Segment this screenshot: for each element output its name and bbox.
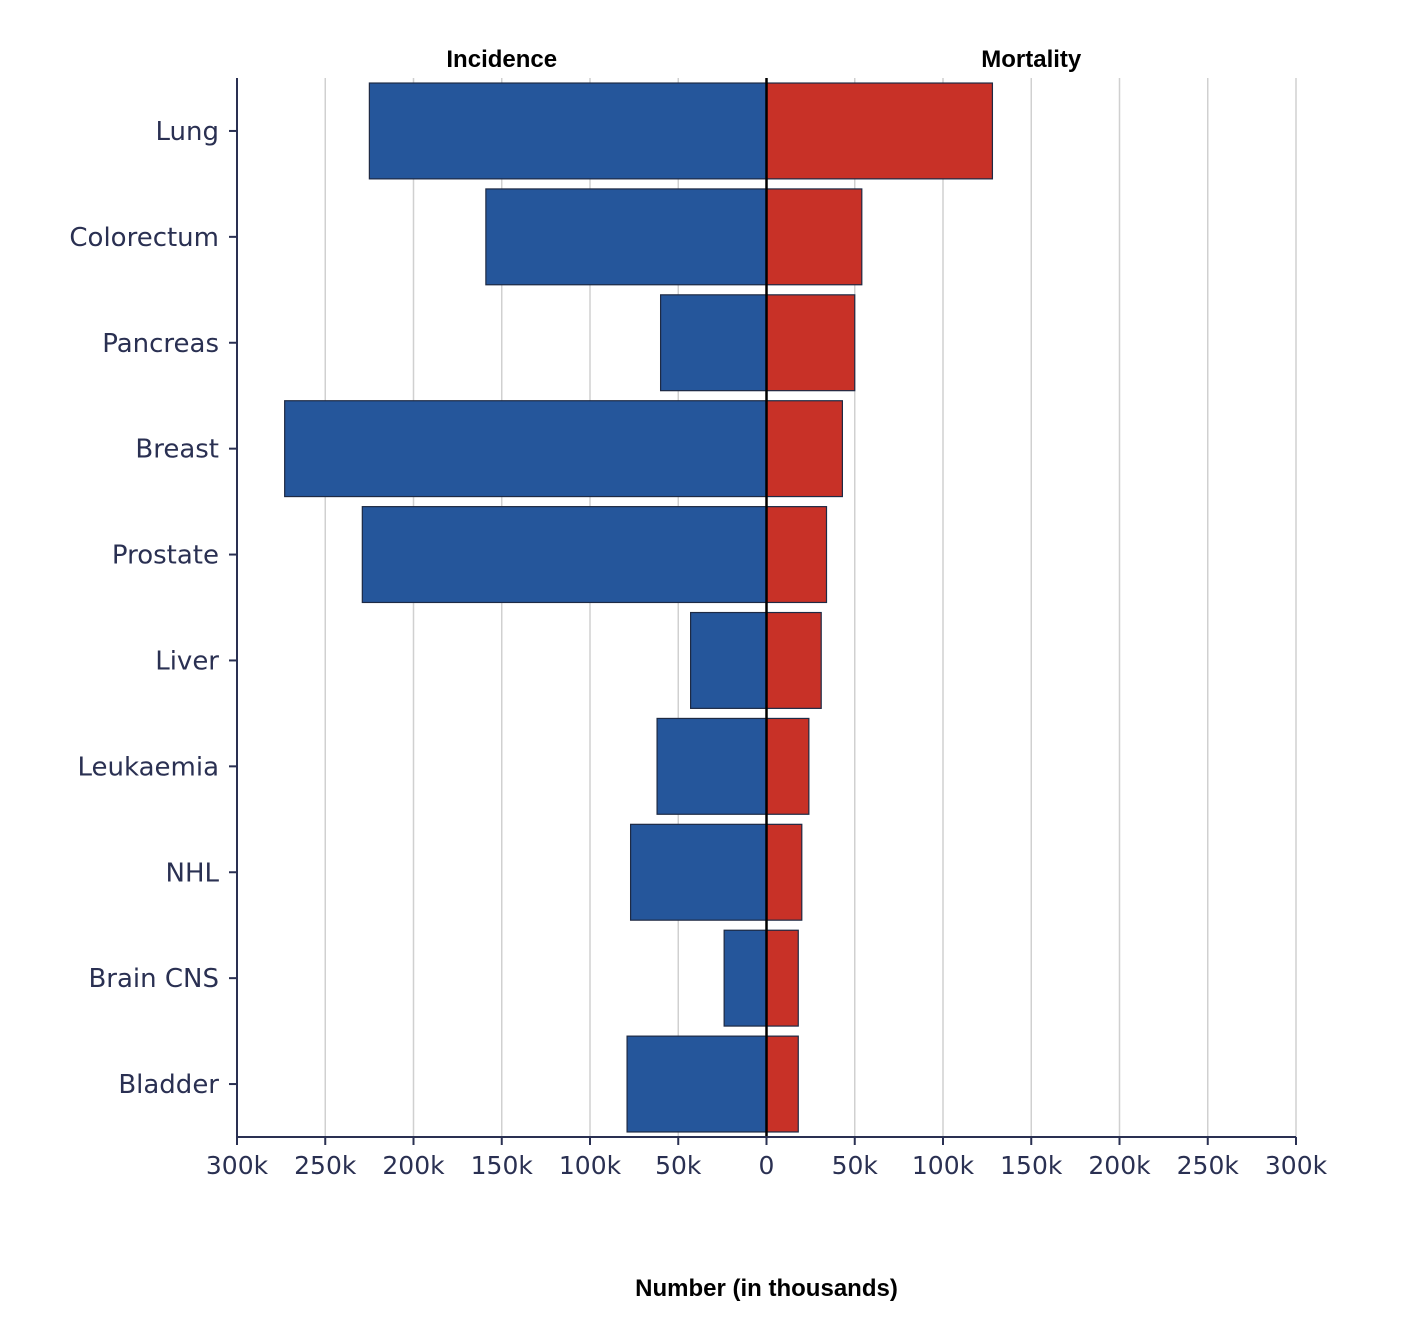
bar-incidence-liver	[690, 611, 768, 709]
bar-mortality-nhl	[765, 823, 803, 921]
category-label-colorectum: Colorectum	[69, 223, 219, 253]
x-tick-label: 100k	[559, 1151, 622, 1180]
x-tick-label: 300k	[1265, 1151, 1328, 1180]
bar-mortality-breast	[765, 400, 843, 498]
category-label-lung: Lung	[156, 117, 220, 147]
x-tick-label: 300k	[206, 1151, 269, 1180]
x-tick-label: 0	[759, 1151, 775, 1180]
bar-mortality-leukaemia	[765, 717, 810, 815]
category-label-pancreas: Pancreas	[102, 329, 219, 359]
x-tick-label: 250k	[294, 1151, 357, 1180]
bar-incidence-brain-cns	[723, 929, 768, 1027]
bar-incidence-prostate	[361, 506, 768, 604]
x-tick-label: 100k	[912, 1151, 975, 1180]
bar-mortality-pancreas	[765, 294, 856, 392]
bar-mortality-brain-cns	[765, 929, 799, 1027]
bar-incidence-lung	[368, 82, 768, 180]
bar-incidence-nhl	[629, 823, 768, 921]
category-label-bladder: Bladder	[118, 1070, 219, 1100]
x-tick-label: 50k	[832, 1151, 879, 1180]
category-label-brain-cns: Brain CNS	[88, 964, 219, 994]
bar-incidence-pancreas	[659, 294, 768, 392]
bar-incidence-leukaemia	[656, 717, 768, 815]
x-tick-label: 200k	[1088, 1151, 1151, 1180]
axes: Lung Colorectum Pancreas Breast Prostate Live…	[69, 78, 1328, 1180]
panel-title-mortality: Mortality	[981, 46, 1082, 73]
bars	[284, 82, 994, 1133]
bar-mortality-lung	[765, 82, 994, 180]
category-label-breast: Breast	[135, 435, 219, 465]
bar-mortality-bladder	[765, 1035, 799, 1133]
bar-mortality-liver	[765, 611, 822, 709]
bar-mortality-colorectum	[765, 188, 863, 286]
category-label-prostate: Prostate	[112, 541, 219, 571]
bar-incidence-bladder	[626, 1035, 768, 1133]
category-label-nhl: NHL	[166, 858, 220, 888]
x-axis-title: Number (in thousands)	[635, 1275, 898, 1302]
x-tick-label: 150k	[471, 1151, 534, 1180]
bar-mortality-prostate	[765, 506, 828, 604]
x-tick-label: 250k	[1177, 1151, 1240, 1180]
bar-incidence-breast	[284, 400, 768, 498]
x-tick-label: 150k	[1000, 1151, 1063, 1180]
x-tick-label: 50k	[655, 1151, 702, 1180]
bar-incidence-colorectum	[485, 188, 768, 286]
category-label-leukaemia: Leukaemia	[77, 752, 219, 782]
x-tick-label: 200k	[382, 1151, 445, 1180]
category-label-liver: Liver	[155, 646, 219, 676]
panel-title-incidence: Incidence	[446, 46, 557, 73]
